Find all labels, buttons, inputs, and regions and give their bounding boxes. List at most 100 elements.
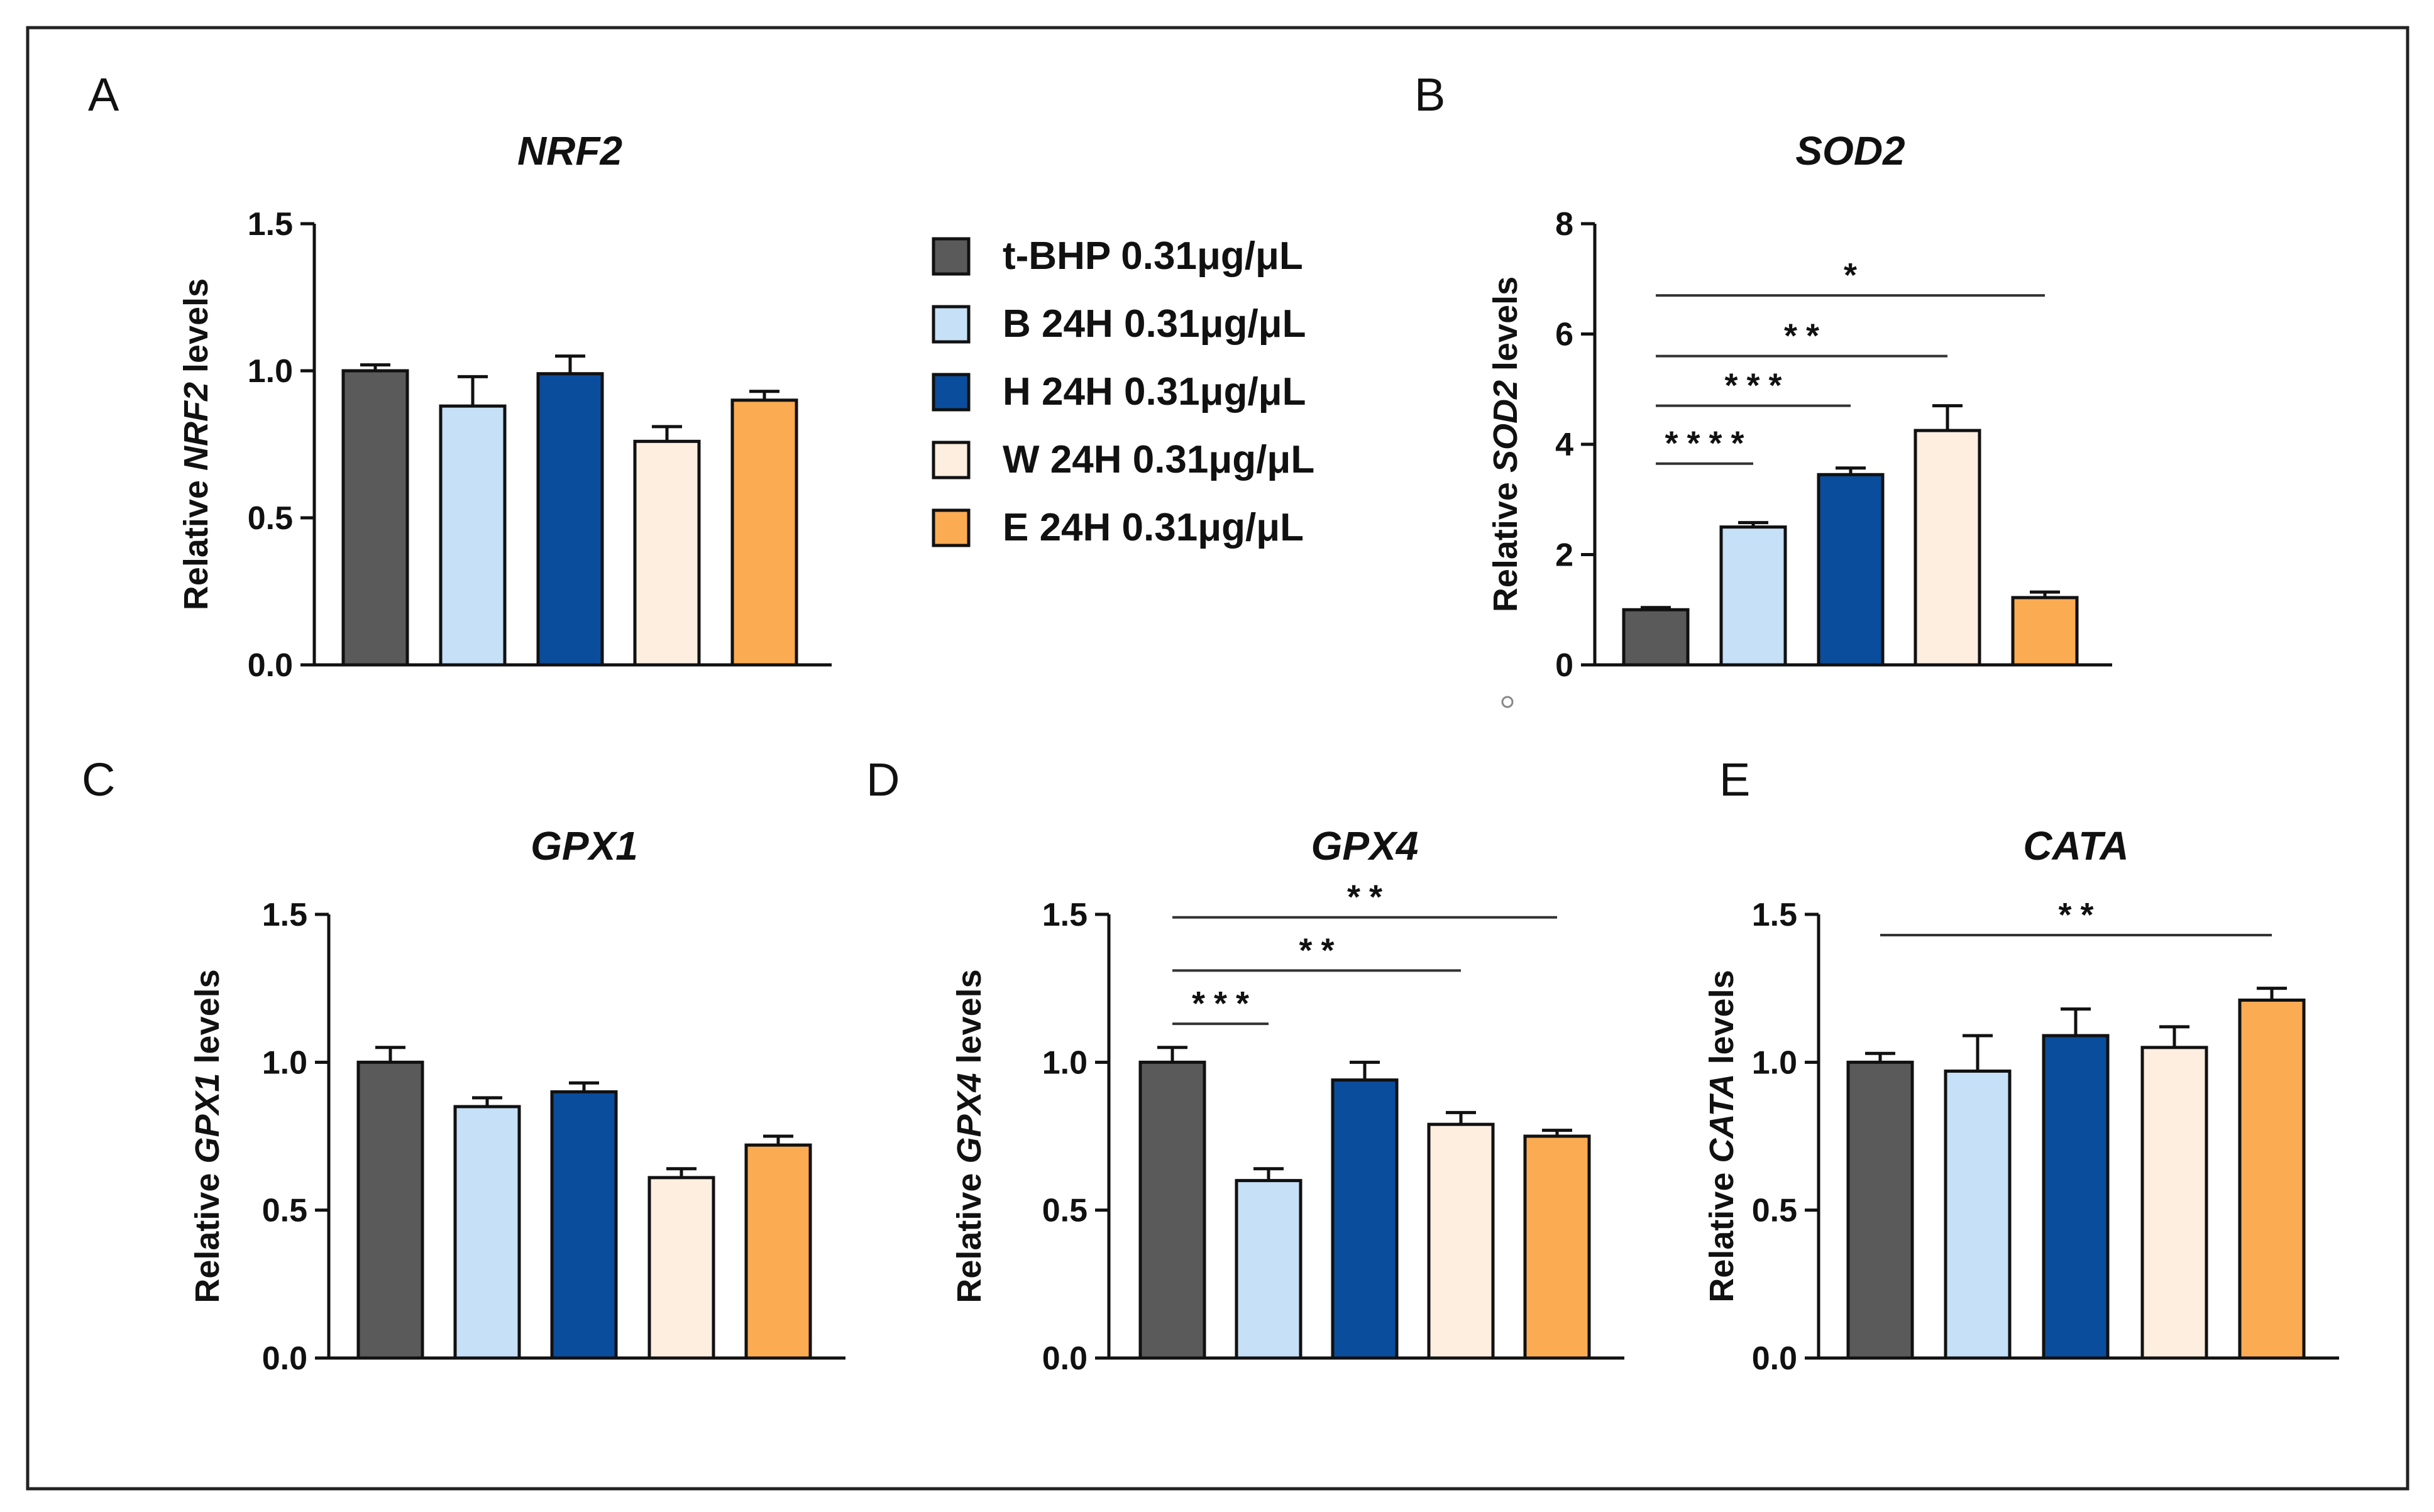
- panel-letter: C: [82, 753, 115, 806]
- legend-label: t-BHP 0.31μg/μL: [1003, 234, 1303, 278]
- legend-label: E 24H 0.31μg/μL: [1003, 506, 1304, 549]
- bar: [2238, 998, 2306, 1360]
- legend-swatch: [932, 508, 971, 547]
- y-tick-label: 8: [1555, 206, 1573, 243]
- chart-panel-c: C GPX1 0.0 0.5 1.0 1.5 Relative GPX1 levels: [82, 753, 845, 1377]
- chart-panel-a: A NRF2 0.0 0.5 1.0 1.5 Relative NRF2 levels: [88, 68, 832, 684]
- bar: [647, 1176, 715, 1360]
- bar: [439, 404, 507, 667]
- y-axis-label-prefix: Relative: [177, 471, 215, 610]
- significance-label: ***: [1192, 985, 1258, 1022]
- bar: [1914, 429, 1981, 667]
- y-tick-label: 0.5: [248, 500, 293, 537]
- bar: [1523, 1134, 1591, 1360]
- bar: [536, 372, 604, 667]
- y-tick-label: 1.5: [248, 206, 293, 243]
- y-tick-label: 1.0: [1042, 1044, 1088, 1081]
- y-tick-label: 1.5: [1752, 897, 1797, 933]
- legend-swatch: [932, 237, 971, 276]
- y-tick-label: 1.5: [262, 897, 307, 933]
- legend-swatch: [932, 373, 971, 412]
- bar: [356, 1060, 424, 1360]
- bar: [633, 439, 701, 667]
- y-axis-label: Relative GPX4 levels: [950, 969, 988, 1303]
- y-axis-label-suffix: levels: [177, 278, 215, 382]
- panel-letter: B: [1414, 68, 1445, 121]
- y-axis-label-prefix: Relative: [1703, 1163, 1741, 1302]
- significance-label: ***: [1724, 367, 1790, 405]
- bar: [1331, 1078, 1399, 1360]
- bar: [730, 398, 798, 667]
- y-tick-label: 1.5: [1042, 897, 1088, 933]
- bar: [1944, 1069, 2012, 1360]
- y-axis-label: Relative CATA levels: [1703, 970, 1741, 1302]
- y-tick-label: 1.0: [1752, 1044, 1797, 1081]
- bar: [2011, 596, 2079, 667]
- bar: [2042, 1034, 2110, 1360]
- y-axis-label-gene: NRF2: [177, 382, 215, 471]
- chart-title: GPX1: [531, 823, 638, 868]
- y-axis-label-gene: GPX1: [189, 1073, 226, 1163]
- y-axis-label-suffix: levels: [950, 969, 988, 1073]
- bar: [453, 1105, 521, 1360]
- significance-label: **: [1347, 879, 1391, 916]
- legend-swatch: [932, 441, 971, 479]
- panel-letter: E: [1719, 753, 1750, 806]
- chart-title: CATA: [2023, 823, 2128, 868]
- y-axis-label-gene: GPX4: [950, 1073, 988, 1163]
- y-axis-label-prefix: Relative: [189, 1164, 226, 1303]
- legend-label: H 24H 0.31μg/μL: [1003, 370, 1306, 414]
- y-tick-label: 0.5: [262, 1193, 307, 1229]
- chart-panel-e: E CATA 0.0 0.5 1.0 1.5 Relative CATA levels **: [1703, 753, 2339, 1377]
- bar: [1622, 608, 1690, 667]
- panel-letter: D: [866, 753, 900, 806]
- significance-label: ****: [1665, 425, 1753, 463]
- y-tick-label: 0.5: [1752, 1193, 1797, 1229]
- y-axis-label: Relative SOD2 levels: [1487, 277, 1524, 612]
- bar: [1427, 1122, 1495, 1360]
- legend-label: W 24H 0.31μg/μL: [1003, 438, 1314, 481]
- bar: [2140, 1046, 2208, 1360]
- significance-label: *: [1844, 256, 1866, 294]
- y-tick-label: 0: [1555, 647, 1573, 684]
- chart-title: SOD2: [1795, 128, 1905, 173]
- y-tick-label: 2: [1555, 537, 1573, 574]
- y-tick-label: 0.0: [1042, 1340, 1088, 1377]
- y-axis-label-prefix: Relative: [1487, 473, 1524, 612]
- y-tick-label: 6: [1555, 317, 1573, 353]
- bar: [1138, 1060, 1206, 1360]
- y-axis-label-gene: CATA: [1703, 1074, 1741, 1163]
- y-tick-label: 0.5: [1042, 1193, 1088, 1229]
- y-axis-label-suffix: levels: [1487, 277, 1524, 380]
- y-tick-label: 0.0: [248, 647, 293, 684]
- bar: [1846, 1060, 1914, 1360]
- legend: t-BHP 0.31μg/μL B 24H 0.31μg/μL H 24H 0.31…: [932, 234, 1314, 549]
- bar: [1719, 525, 1787, 667]
- bar: [550, 1090, 618, 1360]
- legend-swatch: [932, 305, 971, 344]
- y-axis-label-gene: SOD2: [1487, 380, 1524, 473]
- legend-label: B 24H 0.31μg/μL: [1003, 302, 1306, 346]
- stray-marker: [1501, 696, 1514, 708]
- chart-title: GPX4: [1311, 823, 1419, 868]
- panel-letter: A: [88, 68, 119, 121]
- y-tick-label: 1.0: [248, 353, 293, 390]
- y-tick-label: 0.0: [262, 1340, 307, 1377]
- y-axis-label-prefix: Relative: [950, 1164, 988, 1303]
- y-axis-label: Relative GPX1 levels: [189, 969, 226, 1303]
- significance-label: **: [1299, 931, 1343, 969]
- y-axis-label-suffix: levels: [189, 969, 226, 1073]
- chart-title: NRF2: [517, 128, 622, 173]
- y-tick-label: 1.0: [262, 1044, 307, 1081]
- bar: [1235, 1179, 1302, 1360]
- bar: [744, 1143, 812, 1360]
- y-axis-label: Relative NRF2 levels: [177, 278, 215, 610]
- significance-label: **: [1784, 317, 1828, 355]
- bar: [1817, 473, 1885, 667]
- bar: [341, 369, 409, 667]
- y-tick-label: 4: [1555, 427, 1573, 463]
- y-tick-label: 0.0: [1752, 1340, 1797, 1377]
